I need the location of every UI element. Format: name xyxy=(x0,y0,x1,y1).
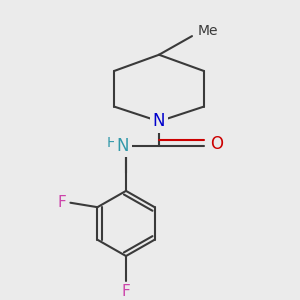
Text: H: H xyxy=(106,136,117,150)
Text: F: F xyxy=(57,195,66,210)
Text: F: F xyxy=(122,284,130,299)
Text: O: O xyxy=(210,135,223,153)
Text: Me: Me xyxy=(197,24,218,38)
Text: N: N xyxy=(117,136,129,154)
Text: N: N xyxy=(153,112,165,130)
